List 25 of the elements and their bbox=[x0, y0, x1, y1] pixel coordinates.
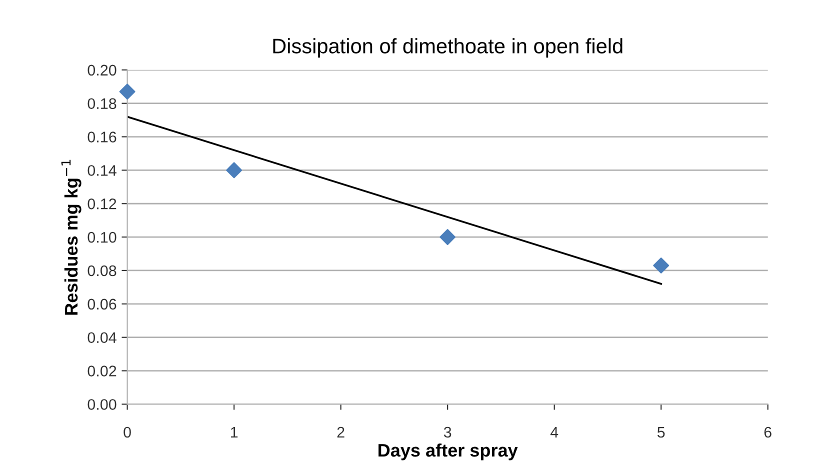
y-axis-title: Residues mg kg$^{−1}$ bbox=[61, 160, 82, 315]
chart-title: Dissipation of dimethoate in open field bbox=[273, 38, 622, 58]
y-tick-label: 0.04 bbox=[88, 332, 116, 344]
y-tick-label: 0.10 bbox=[88, 232, 116, 243]
x-tick-label: 2 bbox=[337, 426, 344, 438]
y-tick-label: 0.06 bbox=[88, 298, 116, 310]
x-tick-label: 3 bbox=[444, 426, 452, 438]
point bbox=[653, 257, 670, 274]
y-tick-label: 0.18 bbox=[88, 98, 116, 110]
point bbox=[119, 84, 136, 100]
x-tick-label: 6 bbox=[764, 426, 772, 438]
y-tick-label: 0.12 bbox=[88, 198, 116, 210]
x-tick-label: 4 bbox=[550, 426, 558, 438]
point bbox=[440, 229, 456, 246]
x-tick-label: 1 bbox=[230, 426, 238, 438]
y-tick-label: 0.02 bbox=[88, 366, 116, 376]
x-tick-label: 0 bbox=[124, 426, 131, 438]
x-axis-title: Days after spray bbox=[378, 443, 518, 460]
y-tick-label: 0.08 bbox=[88, 265, 116, 276]
y-tick-label: 0.14 bbox=[88, 165, 116, 176]
point bbox=[226, 162, 242, 178]
y-tick-label: 0.16 bbox=[88, 132, 116, 142]
x-tick-label: 5 bbox=[657, 426, 665, 438]
y-tick-label: 0.20 bbox=[88, 64, 116, 76]
y-tick-label: 0.00 bbox=[88, 399, 116, 410]
